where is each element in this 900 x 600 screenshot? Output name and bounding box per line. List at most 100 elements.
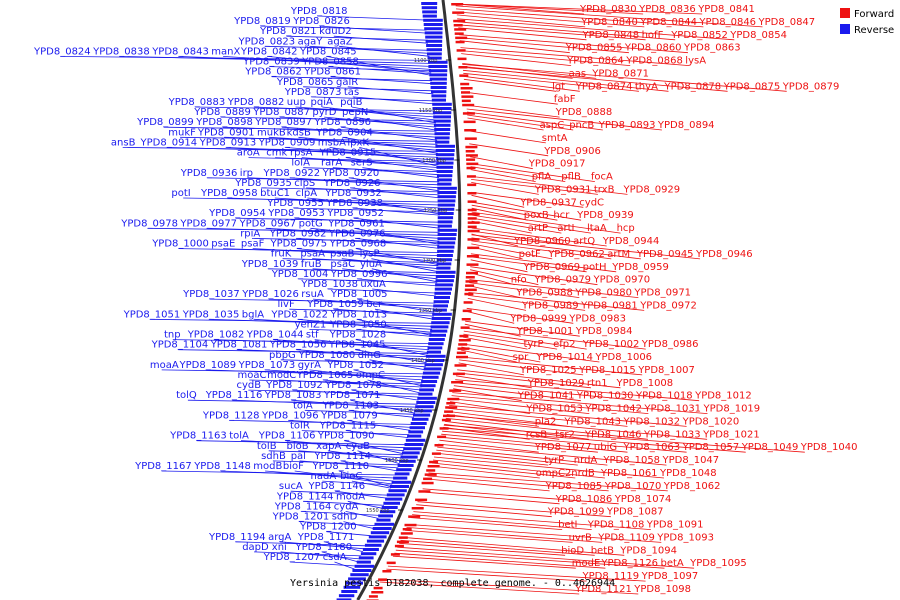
reverse-feature-glyph <box>435 279 454 283</box>
forward-connector-line <box>467 114 574 131</box>
forward-feature-glyph <box>402 528 412 531</box>
reverse-feature-glyph <box>437 203 455 207</box>
forward-connector-line <box>450 398 590 414</box>
forward-gene-label: YPD8_1002 <box>582 339 640 350</box>
forward-connector-line <box>457 21 676 41</box>
reverse-feature-glyph <box>370 531 390 535</box>
reverse-feature-glyph <box>378 514 393 518</box>
reverse-connector-line <box>265 369 424 381</box>
reverse-feature-glyph <box>437 182 452 186</box>
forward-gene-label: YPD8_1091 <box>646 520 704 531</box>
reverse-connector-line <box>334 561 355 570</box>
reverse-gene-label: cyaB <box>346 441 371 452</box>
reverse-connector-line <box>309 369 423 384</box>
forward-connector-line <box>452 392 708 414</box>
forward-gene-label: betA <box>661 558 684 569</box>
reverse-gene-label: YPD8_1035 <box>182 309 240 320</box>
reverse-feature-glyph <box>394 472 410 476</box>
reverse-feature-glyph <box>350 573 369 577</box>
reverse-gene-label: YPD8_0913 <box>199 137 257 148</box>
reverse-feature-glyph <box>416 401 436 404</box>
reverse-gene-label: potI <box>171 188 190 199</box>
forward-connector-line <box>437 446 608 466</box>
reverse-feature-glyph <box>434 296 450 299</box>
reverse-gene-label: YPD8_1082 <box>187 330 245 341</box>
reverse-connector-line <box>357 450 400 465</box>
forward-feature-glyph <box>378 578 388 581</box>
forward-feature-glyph <box>464 129 477 132</box>
forward-gene-label: YPD8_1086 <box>555 494 613 505</box>
forward-gene-label: YPD8_1085 <box>545 481 603 492</box>
forward-gene-label: YPD8_0981 <box>580 300 638 311</box>
reverse-gene-label: YPD8_1194 <box>208 532 266 543</box>
forward-gene-label: YPD8_0960 <box>513 236 571 247</box>
forward-gene-label: lysA <box>685 56 706 67</box>
reverse-connector-line <box>322 106 436 121</box>
forward-connector-line <box>471 237 641 260</box>
forward-connector-line <box>400 539 595 556</box>
forward-feature-glyph <box>465 145 478 149</box>
forward-feature-glyph <box>465 276 475 279</box>
reverse-gene-label: YPD8_0904 <box>315 127 373 138</box>
forward-gene-label: artQ <box>573 236 595 247</box>
reverse-connector-line <box>222 126 437 135</box>
forward-feature-glyph <box>467 208 477 212</box>
reverse-connector-line <box>356 339 428 356</box>
reverse-gene-label: clpA <box>296 188 318 199</box>
forward-gene-label: YPD8_1062 <box>663 481 721 492</box>
forward-gene-label: rtn1 <box>587 378 608 389</box>
reverse-gene-label: YPD8_0898 <box>195 117 253 128</box>
reverse-feature-glyph <box>362 548 379 551</box>
reverse-gene-label: YPD8_1052 <box>326 360 384 371</box>
reverse-gene-label: YPD8_1180 <box>295 542 353 553</box>
forward-feature-glyph <box>463 301 473 304</box>
reverse-gene-label: argA <box>268 532 291 543</box>
reverse-gene-label: YPD8_0818 <box>290 6 348 17</box>
forward-feature-glyph <box>457 347 470 350</box>
reverse-connector-line <box>350 187 440 199</box>
reverse-feature-glyph <box>426 44 443 47</box>
reverse-feature-glyph <box>435 153 455 157</box>
forward-gene-label: YPD8_1097 <box>641 571 699 582</box>
reverse-feature-glyph <box>436 262 452 266</box>
forward-connector-line <box>441 433 628 453</box>
reverse-feature-glyph <box>436 258 453 262</box>
forward-gene-label: YPD8_1099 <box>547 507 605 518</box>
reverse-feature-glyph <box>343 585 361 589</box>
forward-gene-label: YPD8_1012 <box>694 391 752 402</box>
forward-feature-glyph <box>461 99 471 103</box>
reverse-gene-label: YPD8_1071 <box>323 390 381 401</box>
forward-gene-label: YPD8_1061 <box>600 468 658 479</box>
reverse-gene-label: tolA <box>293 400 313 411</box>
reverse-gene-label: ompC <box>356 370 385 381</box>
reverse-gene-label: YPD8_0826 <box>292 16 350 27</box>
forward-feature-glyph <box>467 246 480 250</box>
forward-gene-label: YPD8_0844 <box>639 17 697 28</box>
reverse-feature-glyph <box>428 69 448 73</box>
reverse-gene-label: YPD8_1078 <box>324 380 382 391</box>
forward-feature-glyph <box>423 477 433 481</box>
forward-feature-glyph <box>457 57 467 61</box>
forward-feature-glyph <box>465 154 478 157</box>
forward-gene-label: nrdB <box>571 468 595 479</box>
reverse-gene-label: YPD8_0819 <box>233 16 291 27</box>
reverse-connector-line <box>60 56 430 61</box>
reverse-connector-line <box>352 207 440 216</box>
reverse-gene-label: fruB <box>301 259 322 270</box>
forward-gene-label: ompC2 <box>536 468 572 479</box>
reverse-connector-line <box>333 35 429 44</box>
reverse-feature-glyph <box>437 207 455 211</box>
reverse-feature-glyph <box>409 426 425 430</box>
reverse-feature-glyph <box>427 56 442 60</box>
reverse-gene-label: YPD8_0839 <box>242 57 300 68</box>
reverse-gene-label: YPD8_1146 <box>308 481 366 492</box>
forward-connector-line <box>436 449 578 466</box>
reverse-gene-label: YPD8_0936 <box>180 168 238 179</box>
forward-connector-line <box>468 130 546 144</box>
forward-gene-label: YPD8_0875 <box>723 81 781 92</box>
forward-gene-label: betI <box>558 520 577 531</box>
reverse-connector-line <box>196 440 407 446</box>
reverse-connector-line <box>319 25 427 34</box>
forward-feature-glyph <box>390 553 400 556</box>
reverse-feature-glyph <box>426 48 442 52</box>
